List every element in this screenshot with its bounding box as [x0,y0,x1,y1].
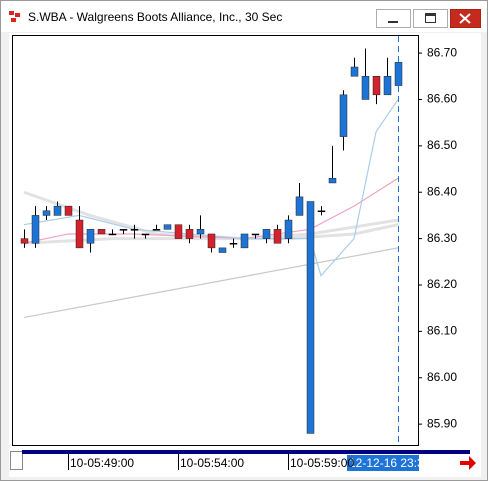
candle-body [317,210,326,213]
y-tick-label: 86.00 [427,370,457,384]
candle-body [97,229,106,235]
scroll-bar[interactable] [22,450,470,454]
candle-body [240,233,249,249]
candle-body [218,247,227,253]
close-button[interactable] [450,9,481,28]
candle-body [350,66,359,77]
candle-body [64,205,73,216]
candle-body [284,219,293,239]
x-tick-label: 10-05:59:00 [290,456,354,470]
y-tick-label: 86.20 [427,277,457,291]
candle-body [207,233,216,249]
candle-body [394,62,403,86]
y-tick-label: 86.50 [427,138,457,152]
candle-body [251,233,260,236]
candle-body [196,229,205,235]
candle-body [339,94,348,137]
candle-body [119,229,128,231]
candle-body [174,224,183,239]
candle-body [130,229,139,231]
candle-body [152,229,161,231]
candle-body [273,229,282,244]
app-icon [9,11,20,22]
candle-body [383,76,392,96]
y-tick-label: 86.60 [427,92,457,106]
cursor-label: 12-12-16 23:34:00 [349,456,447,470]
y-tick-label: 86.30 [427,231,457,245]
candle-body [295,196,304,216]
maximize-button[interactable] [413,9,448,28]
scroll-box[interactable] [10,451,23,470]
candle-body [262,229,271,239]
candle-body [20,238,29,244]
candle-body [141,233,150,236]
candle-body [163,224,172,230]
candle-body [86,229,95,244]
candle-body [108,233,117,236]
candle-body [372,76,381,96]
candle-body [361,76,370,100]
y-tick-label: 86.40 [427,184,457,198]
candle-body [328,178,337,184]
cursor-label-bg [347,455,419,471]
window-title: S.WBA - Walgreens Boots Alliance, Inc., … [28,10,282,24]
plot [20,48,403,434]
candle-body [31,215,40,244]
y-tick-label: 85.90 [427,416,457,430]
x-tick-label: 10-05:54:00 [180,456,244,470]
candle-body [75,219,84,249]
y-tick-label: 86.10 [427,324,457,338]
candle-body [185,229,194,239]
candle-body [306,201,315,434]
candle-body [42,210,51,216]
scroll-right-arrow[interactable] [460,456,476,470]
minimize-button[interactable] [376,9,411,28]
candle-body [229,242,238,245]
x-tick-label: 10-05:49:00 [70,456,134,470]
candle-body [53,205,62,216]
y-tick-label: 86.70 [427,45,457,59]
